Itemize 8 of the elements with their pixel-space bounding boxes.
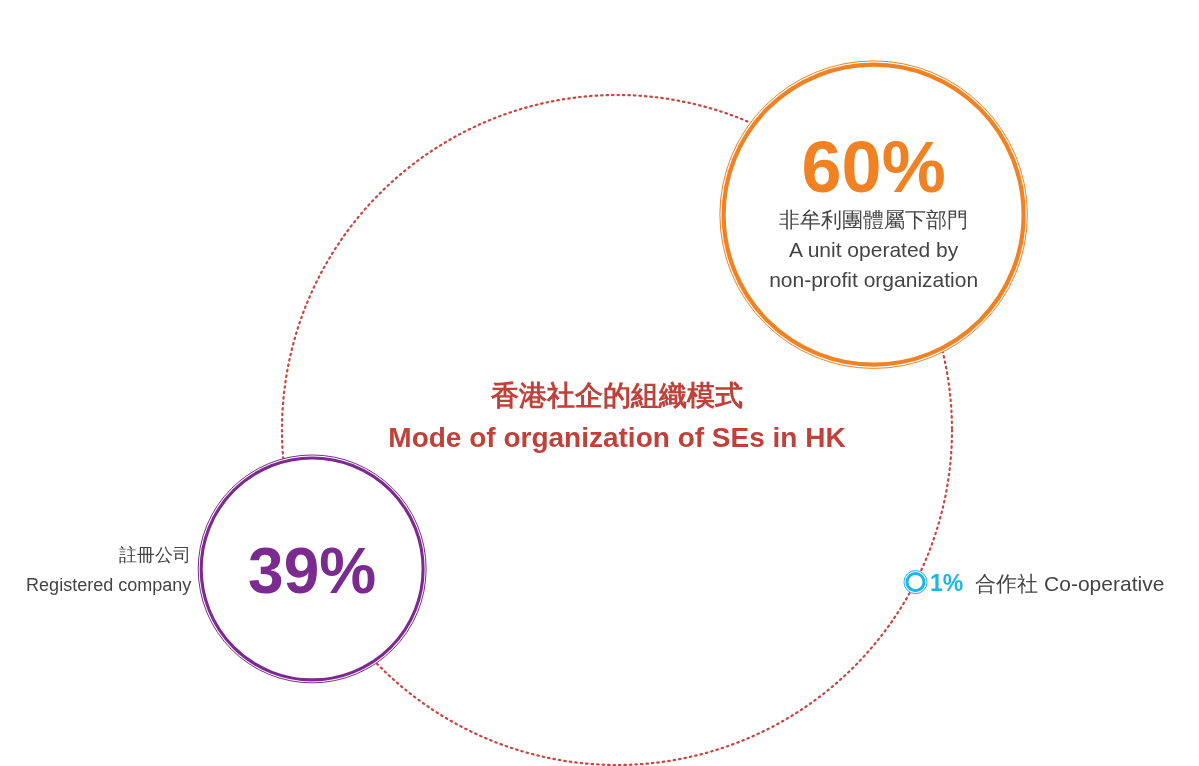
category-label: 合作社 Co-operative	[975, 572, 1165, 596]
category-label: 非牟利團體屬下部門 A unit operated by non-profit organization	[769, 207, 979, 291]
category-label: 註冊公司 Registered company	[26, 544, 192, 595]
text: 香港社企的組織模式	[490, 380, 743, 411]
text: Mode of organization of SEs in HK	[388, 422, 846, 453]
data-label: 1%	[930, 570, 964, 597]
data-label: 39%	[248, 534, 377, 607]
data-label: 60%	[801, 127, 946, 208]
